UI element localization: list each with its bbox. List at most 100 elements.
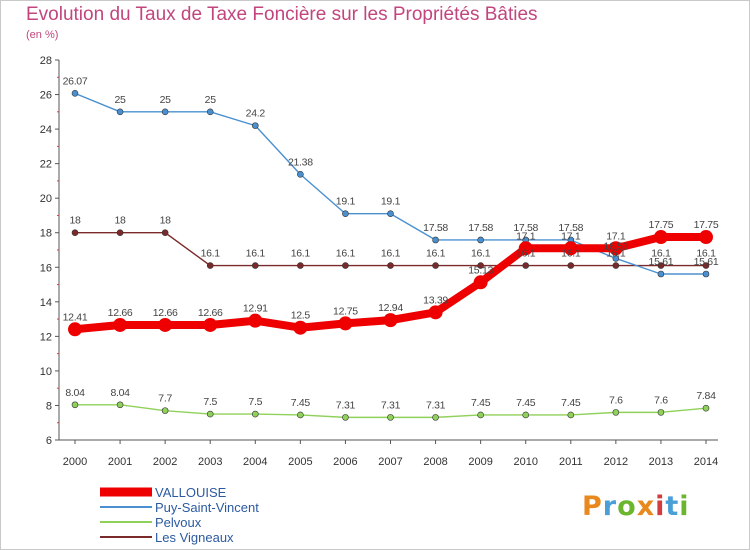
data-point-vallouise [699,230,713,245]
data-label-les-vigneaux: 16.1 [291,248,311,260]
data-point-les-vigneaux [522,262,530,269]
data-point-pelvoux [297,411,304,419]
legend-label-vallouise: VALLOUISE [155,485,227,500]
data-point-pelvoux [387,414,394,421]
data-point-pelvoux [71,401,79,409]
data-point-vallouise [428,305,443,320]
x-tick-label: 2007 [378,456,402,468]
data-point-vallouise [158,317,173,332]
data-point-vallouise [248,313,263,328]
x-tick-label: 2014 [694,456,718,468]
data-point-vallouise [293,320,308,335]
data-point-vallouise [113,317,128,332]
data-label-puy-saint-vincent: 15.61 [694,256,719,268]
data-label-pelvoux: 7.5 [203,396,217,408]
data-label-les-vigneaux: 16.1 [516,248,536,260]
data-point-pelvoux [161,407,169,414]
x-tick-label: 2012 [604,456,628,468]
data-point-les-vigneaux [116,229,124,237]
data-point-puy-saint-vincent [251,122,259,129]
x-tick-label: 2008 [423,456,447,468]
data-label-pelvoux: 7.45 [291,397,311,409]
data-label-puy-saint-vincent: 25 [160,94,172,106]
y-tick-label: 22 [40,159,52,171]
data-point-puy-saint-vincent [297,171,304,178]
data-label-vallouise: 17.1 [516,230,536,242]
y-tick-label: 18 [40,228,52,240]
data-label-pelvoux: 7.45 [516,397,536,409]
data-point-vallouise [653,230,668,245]
data-label-vallouise: 12.94 [378,302,403,314]
legend-label-puy-saint-vincent: Puy-Saint-Vincent [155,500,259,515]
data-point-les-vigneaux [206,262,214,269]
data-label-puy-saint-vincent: 19.1 [381,196,401,208]
data-point-les-vigneaux [161,229,169,237]
chart-title: Evolution du Taux de Taxe Foncière sur l… [26,4,538,25]
data-label-vallouise: 12.66 [198,307,223,319]
data-point-pelvoux [657,409,665,416]
data-point-puy-saint-vincent [477,236,484,244]
data-label-les-vigneaux: 16.1 [381,248,401,260]
legend-label-pelvoux: Pelvoux [155,515,202,530]
x-tick-label: 2010 [513,456,537,468]
data-point-puy-saint-vincent [387,210,394,218]
data-label-les-vigneaux: 16.1 [336,248,356,260]
data-point-pelvoux [702,404,710,412]
x-tick-label: 2009 [468,456,492,468]
data-label-puy-saint-vincent: 17.58 [468,222,493,234]
data-point-vallouise [68,322,82,337]
y-tick-label: 10 [40,366,52,378]
data-label-pelvoux: 7.6 [654,394,668,406]
data-point-vallouise [608,241,623,256]
data-point-pelvoux [432,414,439,421]
data-label-pelvoux: 7.5 [248,396,262,408]
data-label-les-vigneaux: 16.1 [651,248,671,260]
data-label-pelvoux: 7.7 [158,393,172,405]
data-label-vallouise: 12.91 [243,303,268,315]
data-label-vallouise: 17.1 [606,230,626,242]
logo-letter: i [679,491,690,522]
logo-letter: P [582,491,603,522]
data-label-pelvoux: 7.6 [609,394,623,406]
data-label-puy-saint-vincent: 19.1 [336,196,356,208]
data-point-les-vigneaux [71,229,79,237]
data-point-pelvoux [342,414,349,421]
data-label-les-vigneaux: 18 [115,215,127,227]
unit-label: (en %) [26,29,59,41]
data-point-les-vigneaux [251,262,259,269]
logo-letter: o [617,491,637,522]
data-label-pelvoux: 8.04 [110,387,130,399]
data-point-les-vigneaux [477,262,484,269]
data-point-les-vigneaux [297,262,304,269]
logo-letter: t [665,491,680,522]
data-label-vallouise: 12.75 [333,305,358,317]
logo-letter: i [655,491,666,522]
data-point-puy-saint-vincent [161,108,169,116]
data-label-les-vigneaux: 18 [160,215,172,227]
data-point-vallouise [338,316,353,331]
data-point-puy-saint-vincent [612,255,620,262]
data-point-les-vigneaux [387,262,394,269]
x-tick-label: 2006 [333,456,357,468]
data-label-vallouise: 12.41 [63,311,88,323]
y-tick-label: 8 [46,400,52,412]
data-point-les-vigneaux [657,262,665,269]
data-label-les-vigneaux: 16.1 [201,248,221,260]
data-point-vallouise [383,313,398,328]
data-label-vallouise: 12.66 [153,307,178,319]
y-tick-label: 26 [40,90,52,102]
data-point-pelvoux [251,410,259,418]
data-label-pelvoux: 7.31 [336,399,356,411]
x-tick-label: 2004 [243,456,267,468]
data-label-pelvoux: 7.45 [471,397,491,409]
x-tick-label: 2001 [108,456,132,468]
data-point-pelvoux [522,411,530,419]
data-label-les-vigneaux: 16.1 [471,248,491,260]
x-tick-label: 2013 [649,456,673,468]
data-point-pelvoux [567,411,575,419]
data-label-les-vigneaux: 16.1 [561,248,581,260]
data-point-puy-saint-vincent [432,236,439,244]
data-label-puy-saint-vincent: 17.58 [423,222,448,234]
data-label-les-vigneaux: 16.1 [606,248,626,260]
data-label-vallouise: 17.75 [694,219,719,231]
